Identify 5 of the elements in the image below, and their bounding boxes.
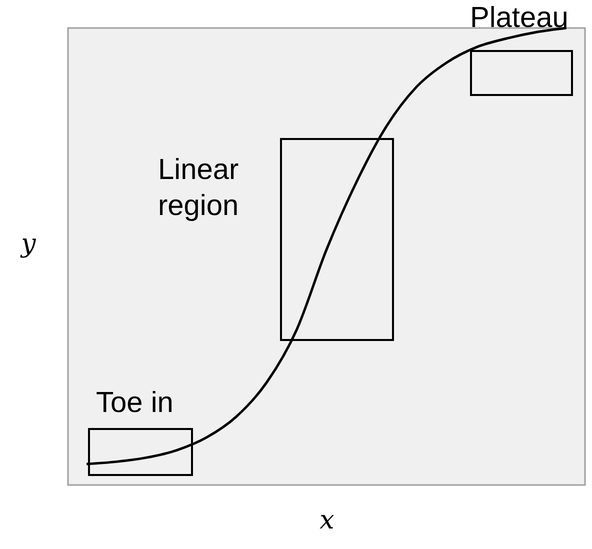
x-axis-title: x bbox=[320, 506, 335, 536]
annotation: Toe in bbox=[96, 386, 174, 421]
annotation: Linear region bbox=[158, 153, 240, 224]
annotation: Plateau bbox=[470, 1, 570, 36]
y-axis-title: y bbox=[20, 229, 36, 259]
